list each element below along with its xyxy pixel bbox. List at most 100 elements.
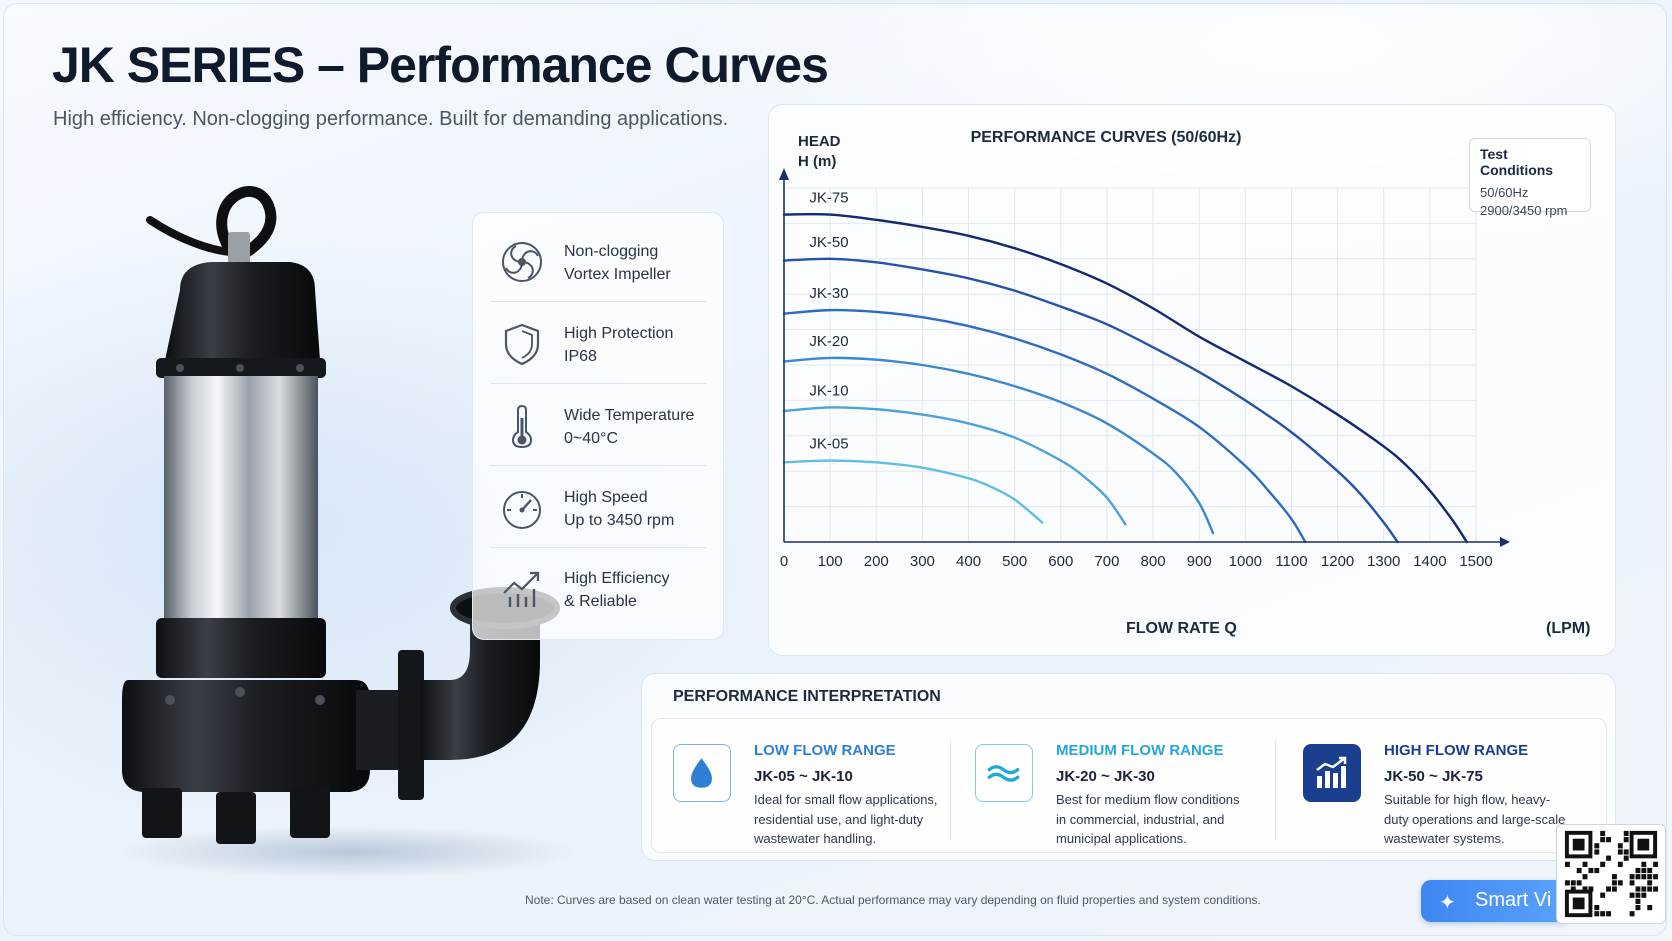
qr-cell bbox=[1641, 861, 1647, 867]
shield-icon bbox=[504, 323, 540, 366]
range-low-flow: LOW FLOW RANGE JK-05 ~ JK-10 Ideal for s… bbox=[673, 738, 963, 848]
series-line bbox=[782, 308, 1307, 544]
qr-cell bbox=[1641, 886, 1647, 892]
qr-cell bbox=[1623, 830, 1629, 837]
qr-cell bbox=[1606, 911, 1611, 917]
qr-cell bbox=[1600, 830, 1606, 837]
range-models: JK-20 ~ JK-30 bbox=[1056, 768, 1155, 785]
qr-cell bbox=[1629, 874, 1635, 880]
divider bbox=[1275, 740, 1276, 840]
qr-cell bbox=[1623, 837, 1629, 843]
x-tick-label: 1200 bbox=[1321, 553, 1354, 570]
qr-cell bbox=[1570, 880, 1576, 886]
range-description: Ideal for small flow applications, resid… bbox=[754, 792, 938, 846]
qr-cell bbox=[1641, 892, 1647, 898]
feature-line2: Up to 3450 rpm bbox=[564, 512, 675, 529]
x-tick-label: 700 bbox=[1094, 553, 1119, 570]
series-label: JK-75 bbox=[809, 190, 848, 207]
qr-cell bbox=[1594, 904, 1600, 911]
qr-cell bbox=[1582, 861, 1588, 867]
qr-cell bbox=[1647, 880, 1653, 886]
qr-cell bbox=[1564, 880, 1570, 886]
series-line bbox=[782, 459, 1044, 524]
thermometer-icon bbox=[511, 404, 533, 448]
feature-line1: High Speed bbox=[564, 489, 648, 506]
x-tick-label: 500 bbox=[1002, 553, 1027, 570]
qr-cell bbox=[1576, 867, 1582, 874]
feature-line1: High Protection bbox=[564, 325, 674, 342]
qr-cell bbox=[1653, 886, 1659, 892]
feature-high-speed: High Speed Up to 3450 rpm bbox=[490, 468, 710, 548]
qr-cell bbox=[1635, 867, 1641, 874]
qr-code[interactable] bbox=[1556, 824, 1666, 924]
qr-cell bbox=[1611, 874, 1617, 880]
qr-cell bbox=[1629, 880, 1635, 886]
qr-cell bbox=[1600, 892, 1606, 898]
qr-cell bbox=[1588, 886, 1594, 892]
qr-cell bbox=[1635, 892, 1641, 898]
qr-cell bbox=[1641, 867, 1647, 874]
qr-cell bbox=[1576, 880, 1582, 886]
range-title: MEDIUM FLOW RANGE bbox=[1056, 742, 1224, 759]
range-description: Best for medium flow conditions in comme… bbox=[1056, 792, 1240, 846]
qr-cell bbox=[1647, 874, 1653, 880]
chart-title: PERFORMANCE CURVES (50/60Hz) bbox=[971, 129, 1242, 146]
x-tick-label: 800 bbox=[1141, 553, 1166, 570]
qr-cell bbox=[1600, 861, 1606, 867]
qr-cell bbox=[1606, 855, 1611, 861]
qr-cell bbox=[1623, 855, 1629, 861]
feature-line2: IP68 bbox=[564, 348, 597, 365]
speedometer-icon bbox=[503, 491, 541, 529]
x-tick-label: 1500 bbox=[1459, 553, 1492, 570]
qr-cell bbox=[1594, 911, 1600, 917]
page-subtitle: High efficiency. Non-clogging performanc… bbox=[53, 108, 729, 130]
smart-button-label: Smart Vi bbox=[1475, 889, 1552, 911]
series-line bbox=[782, 257, 1399, 544]
qr-cell bbox=[1606, 886, 1611, 892]
test-conditions-speed: 2900/3450 rpm bbox=[1480, 203, 1568, 218]
sparkle-icon: ✦ bbox=[1439, 892, 1456, 914]
growth-chart-icon bbox=[503, 571, 540, 607]
smart-vision-button[interactable]: ✦ Smart Vi bbox=[1421, 880, 1571, 922]
x-axis-arrow bbox=[1500, 537, 1510, 547]
qr-cell bbox=[1564, 861, 1570, 867]
x-axis-label: FLOW RATE Q bbox=[1126, 620, 1237, 637]
qr-cell bbox=[1588, 867, 1594, 874]
x-tick-label: 100 bbox=[818, 553, 843, 570]
qr-cell bbox=[1617, 843, 1623, 849]
y-axis-label-line1: HEAD bbox=[798, 133, 841, 150]
qr-cell bbox=[1594, 849, 1600, 855]
qr-cell bbox=[1582, 886, 1588, 892]
qr-cell bbox=[1647, 904, 1653, 911]
pump-image bbox=[120, 186, 580, 878]
qr-cell bbox=[1653, 874, 1659, 880]
qr-cell bbox=[1635, 898, 1641, 904]
page-title: JK SERIES – Performance Curves bbox=[52, 37, 829, 93]
qr-cell bbox=[1623, 849, 1629, 855]
interpretation-inner bbox=[651, 718, 1607, 853]
qr-cell bbox=[1647, 886, 1653, 892]
x-tick-label: 200 bbox=[864, 553, 889, 570]
range-high-flow: HIGH FLOW RANGE JK-50 ~ JK-75 Suitable f… bbox=[1303, 738, 1593, 848]
series-label: JK-50 bbox=[809, 234, 848, 251]
qr-cell bbox=[1611, 880, 1617, 886]
series-line bbox=[782, 356, 1215, 535]
feature-line2: Vortex Impeller bbox=[564, 266, 671, 283]
water-drop-icon bbox=[673, 744, 731, 802]
feature-line2: & Reliable bbox=[564, 593, 637, 610]
qr-cell bbox=[1653, 861, 1659, 867]
test-conditions-box: Test Conditions 50/60Hz 2900/3450 rpm bbox=[1469, 138, 1591, 218]
qr-cell bbox=[1600, 911, 1606, 917]
series-label: JK-30 bbox=[809, 285, 848, 302]
range-medium-flow: MEDIUM FLOW RANGE JK-20 ~ JK-30 Best for… bbox=[975, 738, 1265, 848]
qr-cell bbox=[1635, 874, 1641, 880]
x-tick-label: 1000 bbox=[1229, 553, 1262, 570]
feature-high-protection: High Protection IP68 bbox=[490, 304, 710, 384]
range-title: HIGH FLOW RANGE bbox=[1384, 742, 1529, 759]
feature-wide-temperature: Wide Temperature 0~40°C bbox=[490, 386, 710, 466]
qr-cell bbox=[1647, 867, 1653, 874]
x-tick-label: 1300 bbox=[1367, 553, 1400, 570]
feature-high-efficiency: High Efficiency & Reliable bbox=[490, 549, 710, 629]
divider bbox=[950, 740, 951, 840]
y-axis-label-line2: H (m) bbox=[798, 153, 836, 170]
